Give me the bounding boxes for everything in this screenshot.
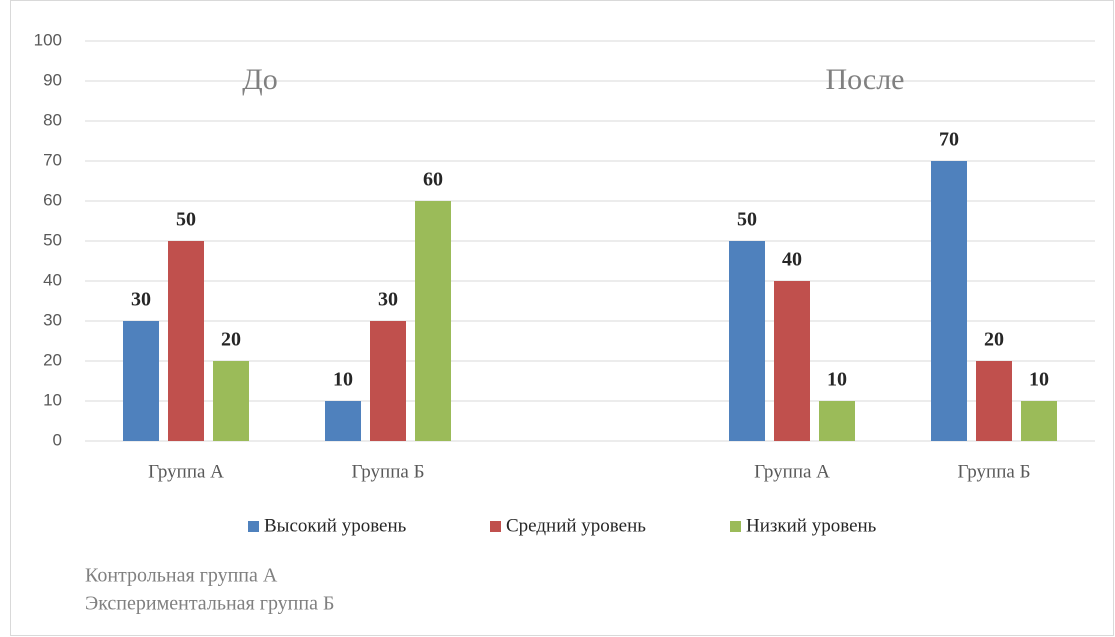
- bar: [774, 281, 810, 441]
- y-tick-label: 100: [34, 30, 62, 49]
- y-tick-label: 60: [43, 190, 62, 209]
- x-tick-label: Группа Б: [352, 461, 425, 482]
- x-tick-label: Группа Б: [958, 461, 1031, 482]
- bar: [213, 361, 249, 441]
- annotation: До: [242, 63, 277, 96]
- note: Экспериментальная группа Б: [85, 593, 334, 615]
- data-label: 30: [131, 289, 151, 311]
- y-tick-label: 20: [43, 350, 62, 369]
- data-label: 10: [333, 369, 353, 391]
- bar: [931, 161, 967, 441]
- legend-swatch: [490, 521, 501, 532]
- bar: [976, 361, 1012, 441]
- y-tick-label: 50: [43, 230, 62, 249]
- bar: [1021, 401, 1057, 441]
- bar: [819, 401, 855, 441]
- data-label: 10: [1029, 369, 1049, 391]
- note: Контрольная группа А: [85, 565, 278, 587]
- legend-swatch: [730, 521, 741, 532]
- x-tick-label: Группа А: [754, 461, 830, 482]
- data-label: 20: [984, 329, 1004, 351]
- x-tick-label: Группа А: [148, 461, 224, 482]
- legend-label: Низкий уровень: [746, 515, 877, 536]
- y-tick-label: 90: [43, 70, 62, 89]
- data-label: 70: [939, 129, 959, 151]
- bar: [729, 241, 765, 441]
- legend-label: Высокий уровень: [264, 515, 407, 536]
- y-tick-label: 10: [43, 390, 62, 409]
- legend-swatch: [248, 521, 259, 532]
- bar: [123, 321, 159, 441]
- bar: [370, 321, 406, 441]
- data-label: 40: [782, 249, 802, 271]
- y-tick-label: 70: [43, 150, 62, 169]
- data-label: 20: [221, 329, 241, 351]
- data-label: 30: [378, 289, 398, 311]
- data-label: 50: [737, 209, 757, 231]
- y-tick-label: 0: [53, 430, 62, 449]
- annotation: После: [825, 63, 904, 96]
- bar: [325, 401, 361, 441]
- data-label: 10: [827, 369, 847, 391]
- data-label: 50: [176, 209, 196, 231]
- y-tick-label: 80: [43, 110, 62, 129]
- data-label: 60: [423, 169, 443, 191]
- legend-label: Средний уровень: [506, 515, 646, 536]
- y-tick-label: 30: [43, 310, 62, 329]
- y-tick-label: 40: [43, 270, 62, 289]
- bar: [168, 241, 204, 441]
- bar: [415, 201, 451, 441]
